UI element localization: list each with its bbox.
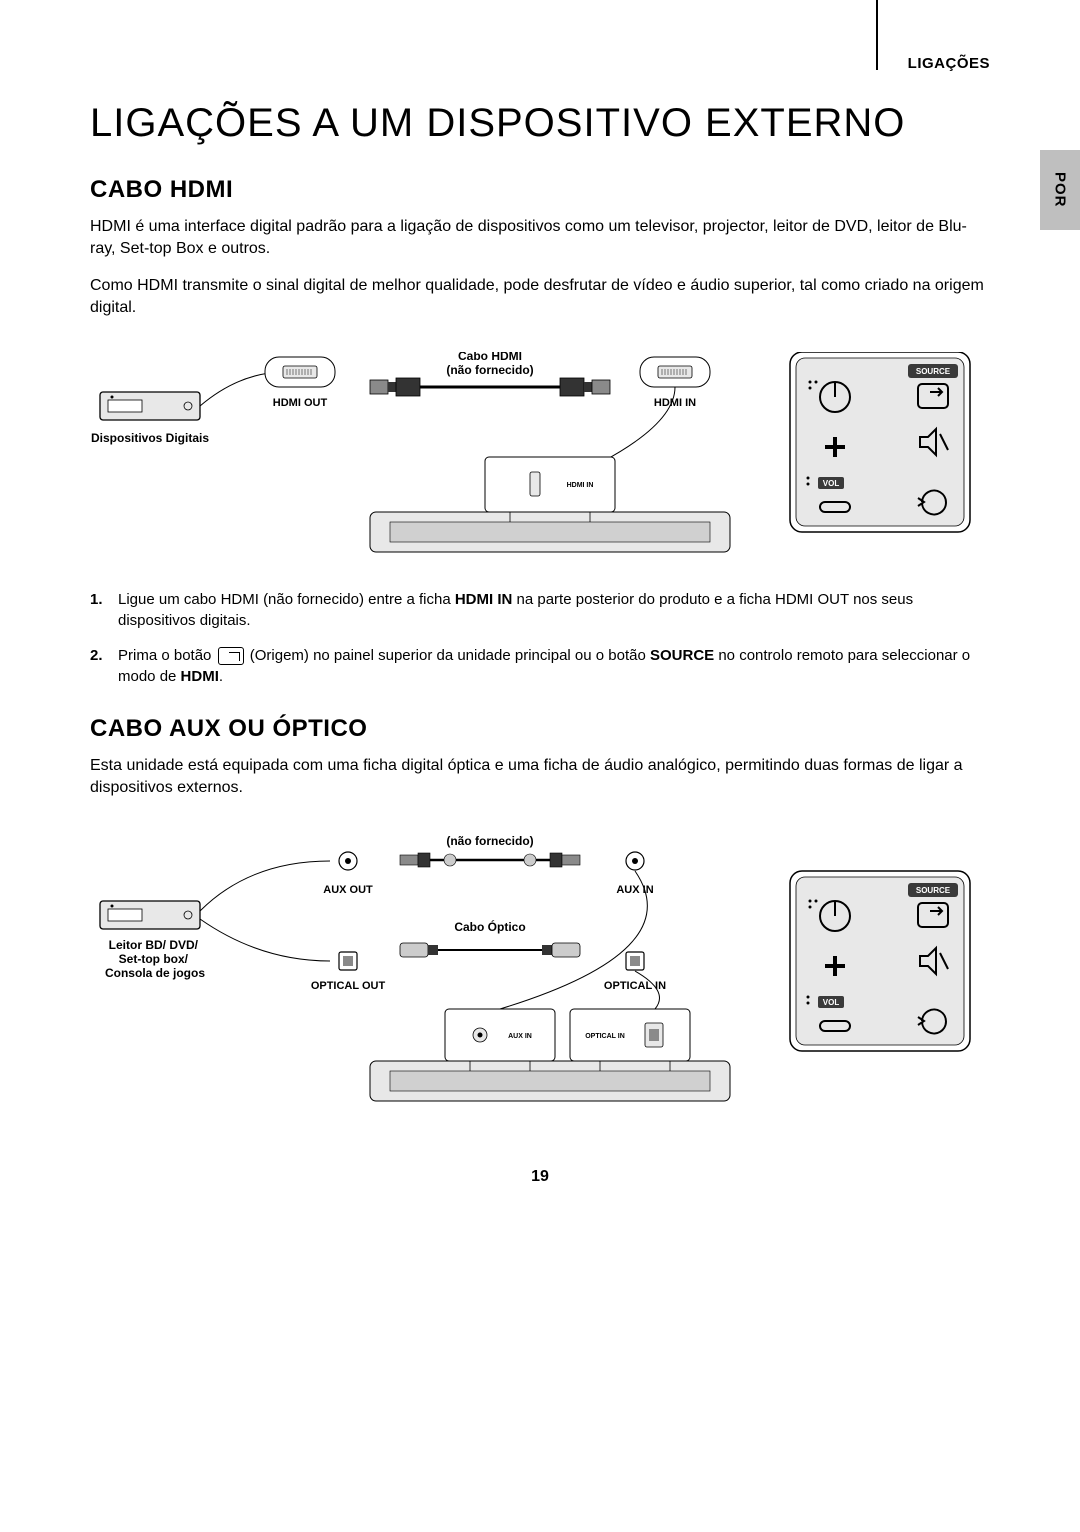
aux-in-label: AUX IN	[616, 884, 653, 896]
page-title: LIGAÇÕES A UM DISPOSITIVO EXTERNO	[90, 100, 990, 146]
page-content: LIGAÇÕES LIGAÇÕES A UM DISPOSITIVO EXTER…	[0, 0, 1080, 1226]
aux-out-label: AUX OUT	[323, 884, 373, 896]
section-label: LIGAÇÕES	[908, 55, 990, 72]
hdmi-steps: Ligue um cabo HDMI (não fornecido) entre…	[90, 589, 990, 687]
cable-label: Cabo HDMI	[458, 352, 522, 363]
aux-device-label: Leitor BD/ DVD/ Set-top box/ Consola de …	[105, 938, 205, 980]
hdmi-para2: Como HDMI transmite o sinal digital de m…	[90, 275, 990, 320]
port-optical-label: OPTICAL IN	[585, 1033, 625, 1040]
page-number: 19	[90, 1168, 990, 1186]
step-1: Ligue um cabo HDMI (não fornecido) entre…	[90, 589, 990, 631]
port-aux-label: AUX IN	[508, 1033, 532, 1040]
aux-diagram: Leitor BD/ DVD/ Set-top box/ Consola de …	[90, 831, 990, 1111]
port-label: HDMI IN	[567, 482, 594, 489]
hdmi-in-label: HDMI IN	[654, 397, 696, 409]
aux-para1: Esta unidade está equipada com uma ficha…	[90, 755, 990, 800]
step-2: Prima o botão (Origem) no painel superio…	[90, 645, 990, 687]
aux-heading: CABO AUX OU ÓPTICO	[90, 715, 990, 743]
hdmi-para1: HDMI é uma interface digital padrão para…	[90, 216, 990, 261]
remote-vol-label: VOL	[823, 479, 840, 488]
remote-source-label: SOURCE	[916, 367, 951, 376]
remote2-vol-label: VOL	[823, 998, 840, 1007]
remote2-source-label: SOURCE	[916, 886, 951, 895]
optical-cable-label: Cabo Óptico	[454, 919, 525, 934]
source-icon	[218, 647, 244, 665]
cable-sublabel: (não fornecido)	[446, 363, 533, 377]
hdmi-diagram: Dispositivos Digitais HDMI OUT Cabo HDMI…	[90, 352, 990, 562]
audio-cable-sublabel: (não fornecido)	[446, 834, 533, 848]
hdmi-out-label: HDMI OUT	[273, 397, 328, 409]
device-label: Dispositivos Digitais	[91, 431, 209, 445]
hdmi-heading: CABO HDMI	[90, 176, 990, 204]
optical-out-label: OPTICAL OUT	[311, 980, 386, 992]
